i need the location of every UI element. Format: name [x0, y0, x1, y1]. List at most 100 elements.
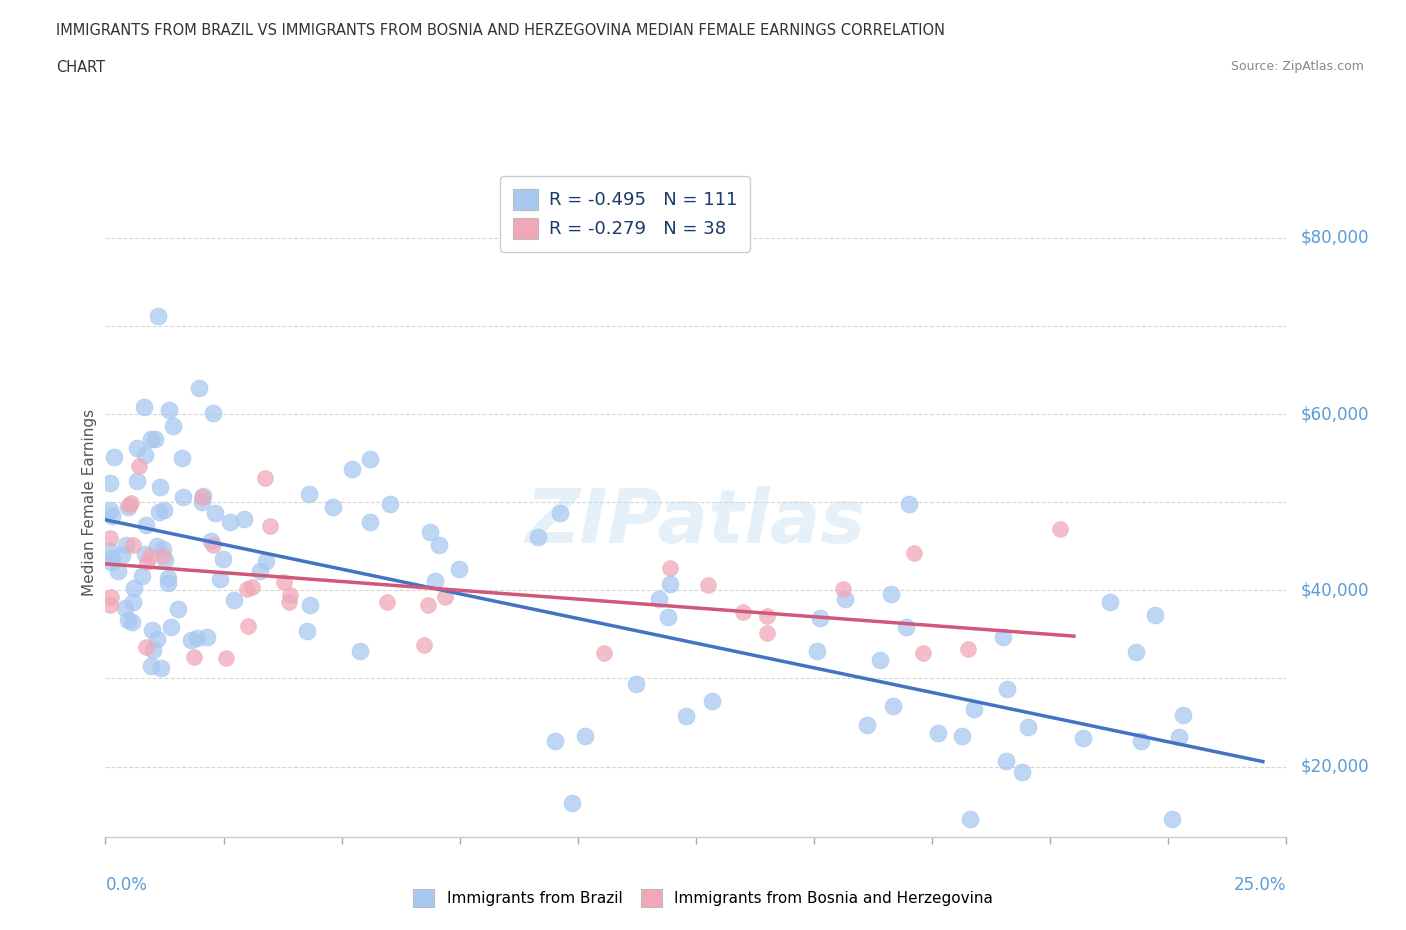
- Point: [120, 496, 142, 511]
- Point: [254, 471, 277, 485]
- Point: [98, 475, 121, 490]
- Point: [298, 486, 321, 501]
- Point: [149, 480, 172, 495]
- Text: 0.0%: 0.0%: [105, 876, 148, 894]
- Point: [295, 624, 318, 639]
- Point: [202, 538, 225, 552]
- Point: [139, 432, 162, 446]
- Point: [991, 630, 1014, 644]
- Point: [100, 590, 122, 604]
- Point: [427, 538, 450, 553]
- Point: [117, 613, 139, 628]
- Point: [1071, 731, 1094, 746]
- Point: [153, 552, 176, 567]
- Point: [413, 638, 436, 653]
- Point: [157, 570, 180, 585]
- Point: [834, 591, 856, 606]
- Point: [101, 551, 124, 565]
- Point: [157, 403, 180, 418]
- Point: [359, 514, 381, 529]
- Point: [273, 574, 295, 589]
- Point: [98, 543, 121, 558]
- Point: [659, 561, 682, 576]
- Point: [139, 658, 162, 673]
- Point: [148, 505, 170, 520]
- Point: [806, 644, 828, 658]
- Point: [418, 598, 440, 613]
- Point: [191, 490, 214, 505]
- Point: [142, 642, 165, 657]
- Point: [419, 525, 441, 540]
- Point: [173, 490, 195, 505]
- Point: [118, 498, 141, 512]
- Point: [143, 432, 166, 446]
- Point: [122, 594, 145, 609]
- Point: [146, 308, 169, 323]
- Point: [160, 619, 183, 634]
- Point: [278, 588, 301, 603]
- Point: [912, 645, 935, 660]
- Point: [170, 451, 193, 466]
- Point: [186, 631, 208, 645]
- Point: [1129, 734, 1152, 749]
- Y-axis label: Median Female Earnings: Median Female Earnings: [82, 408, 97, 596]
- Point: [756, 625, 779, 640]
- Point: [180, 633, 202, 648]
- Point: [322, 500, 344, 515]
- Point: [995, 753, 1018, 768]
- Point: [574, 728, 596, 743]
- Point: [115, 538, 138, 552]
- Point: [903, 545, 925, 560]
- Point: [1011, 765, 1033, 780]
- Point: [894, 619, 917, 634]
- Point: [526, 529, 548, 544]
- Point: [122, 538, 145, 552]
- Text: $20,000: $20,000: [1301, 758, 1369, 776]
- Point: [138, 548, 160, 563]
- Point: [543, 733, 565, 748]
- Point: [755, 609, 778, 624]
- Point: [141, 622, 163, 637]
- Point: [869, 653, 891, 668]
- Point: [204, 505, 226, 520]
- Point: [212, 551, 235, 566]
- Point: [340, 462, 363, 477]
- Point: [675, 709, 697, 724]
- Point: [963, 702, 986, 717]
- Point: [98, 503, 121, 518]
- Text: 25.0%: 25.0%: [1234, 876, 1286, 894]
- Point: [1144, 607, 1167, 622]
- Point: [447, 562, 470, 577]
- Point: [959, 812, 981, 827]
- Point: [166, 602, 188, 617]
- Point: [550, 505, 572, 520]
- Point: [111, 548, 134, 563]
- Point: [235, 581, 257, 596]
- Point: [882, 699, 904, 714]
- Point: [880, 586, 903, 601]
- Point: [195, 630, 218, 644]
- Point: [121, 615, 143, 630]
- Point: [125, 473, 148, 488]
- Text: $60,000: $60,000: [1301, 405, 1369, 423]
- Point: [100, 554, 122, 569]
- Point: [593, 645, 616, 660]
- Point: [209, 571, 232, 586]
- Point: [135, 518, 157, 533]
- Point: [128, 458, 150, 473]
- Point: [127, 440, 149, 455]
- Point: [1171, 707, 1194, 722]
- Point: [700, 694, 723, 709]
- Point: [957, 641, 980, 656]
- Text: IMMIGRANTS FROM BRAZIL VS IMMIGRANTS FROM BOSNIA AND HERZEGOVINA MEDIAN FEMALE E: IMMIGRANTS FROM BRAZIL VS IMMIGRANTS FRO…: [56, 23, 945, 38]
- Point: [240, 579, 263, 594]
- Text: $80,000: $80,000: [1301, 229, 1369, 246]
- Point: [897, 497, 920, 512]
- Point: [98, 597, 121, 612]
- Point: [624, 676, 647, 691]
- Point: [359, 451, 381, 466]
- Point: [1049, 521, 1071, 536]
- Text: Source: ZipAtlas.com: Source: ZipAtlas.com: [1230, 60, 1364, 73]
- Point: [648, 591, 671, 606]
- Point: [157, 576, 180, 591]
